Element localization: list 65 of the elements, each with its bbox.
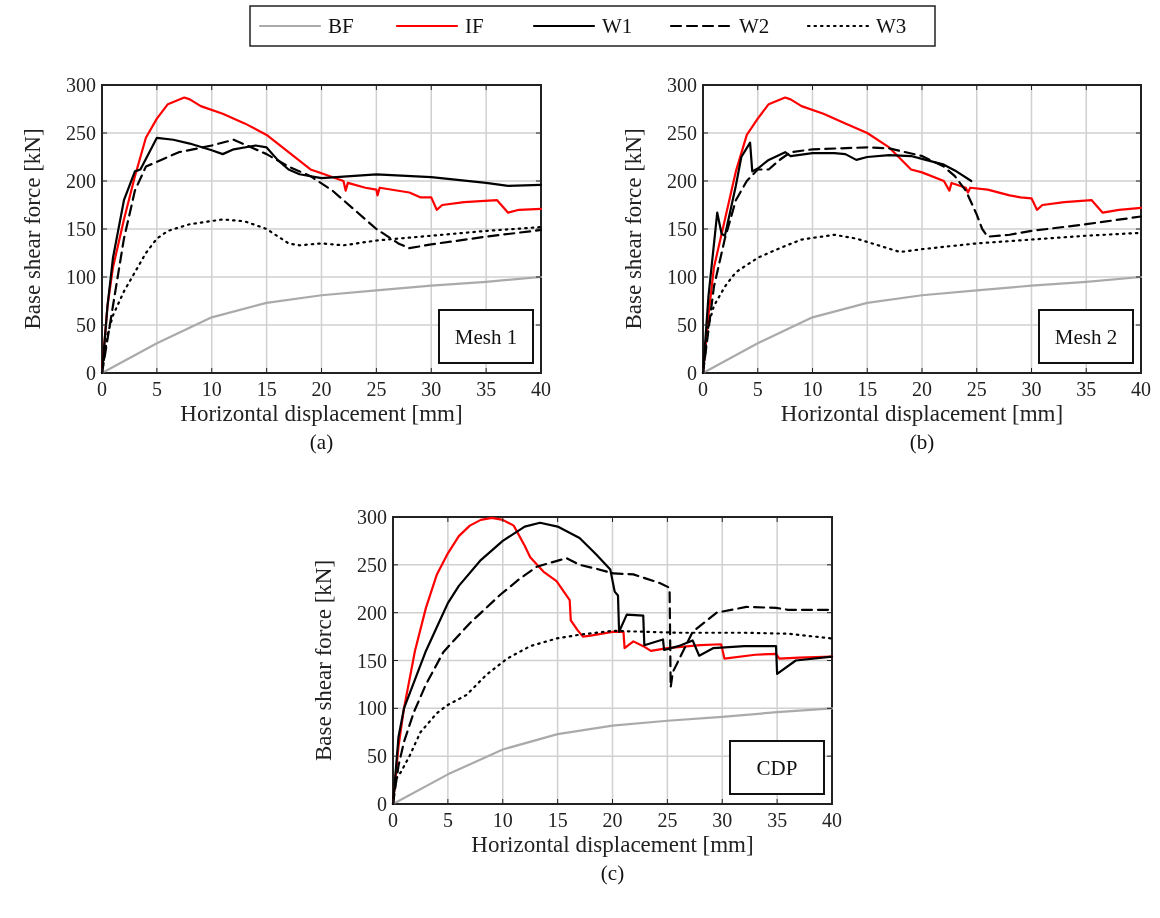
y-tick-label: 0 [377,793,387,815]
y-tick-label: 50 [76,314,96,336]
legend-label: W2 [739,14,770,38]
x-tick-label: 25 [366,378,387,400]
y-tick-label: 250 [357,553,387,576]
y-axis-title: Base shear force [kN] [621,128,646,330]
x-tick-label: 30 [421,378,442,400]
y-tick-label: 100 [667,266,697,288]
line-series [391,707,834,806]
x-tick-label: 15 [547,809,568,831]
y-tick-label: 300 [667,74,697,96]
y-tick-label: 300 [357,506,387,528]
x-axis-title: Horizontal displacement [mm] [180,401,463,426]
annotation: Mesh 2 [1054,325,1118,349]
y-tick-label: 0 [86,362,96,384]
y-tick-label: 100 [66,266,96,288]
legend-label: BF [328,14,354,38]
x-tick-label: 10 [492,809,513,831]
text: (a) [309,430,334,454]
legend-label: W1 [602,14,633,38]
legend-label: W3 [876,14,907,38]
x-tick-label: 40 [822,809,842,831]
y-axis-title: Base shear force [kN] [20,128,45,330]
y-tick-label: 200 [357,601,387,624]
text: (c) [600,861,625,885]
text: (b) [909,430,935,454]
x-tick-label: 10 [201,378,222,400]
y-tick-label: 200 [66,170,96,192]
legend-label: IF [465,14,484,38]
y-tick-label: 0 [687,362,697,384]
y-tick-label: 250 [66,122,96,144]
x-tick-label: 35 [767,809,788,831]
y-tick-label: 250 [667,122,697,144]
x-tick-label: 20 [311,378,332,400]
annotation: CDP [756,756,798,780]
y-axis-title: Base shear force [kN] [311,559,336,762]
x-tick-label: 25 [966,378,987,400]
y-tick-label: 150 [667,218,697,240]
x-tick-label: 40 [1131,378,1151,400]
y-tick-label: 150 [66,218,96,240]
line-series [701,275,1143,375]
x-tick-label: 20 [912,378,932,400]
x-tick-label: 5 [752,378,763,400]
y-tick-label: 50 [367,745,387,768]
y-tick-label: 300 [66,74,96,96]
y-tick-label: 100 [357,697,387,720]
x-tick-label: 30 [712,809,733,831]
x-tick-label: 35 [476,378,497,400]
x-tick-label: 15 [857,378,878,400]
x-tick-label: 10 [802,378,823,400]
x-axis-title: Horizontal displacement [mm] [471,832,754,857]
annotation: Mesh 1 [454,325,518,349]
x-axis-title: Horizontal displacement [mm] [780,401,1064,426]
x-tick-label: 5 [151,378,162,400]
y-tick-label: 150 [357,649,387,672]
line-series [100,275,543,375]
x-tick-label: 15 [256,378,277,400]
y-tick-label: 200 [667,170,697,192]
x-tick-label: 25 [657,809,678,831]
x-tick-label: 30 [1021,378,1042,400]
x-tick-label: 5 [442,809,453,831]
x-tick-label: 20 [602,809,623,831]
x-tick-label: 40 [531,378,551,400]
x-tick-label: 35 [1076,378,1097,400]
y-tick-label: 50 [677,314,697,336]
